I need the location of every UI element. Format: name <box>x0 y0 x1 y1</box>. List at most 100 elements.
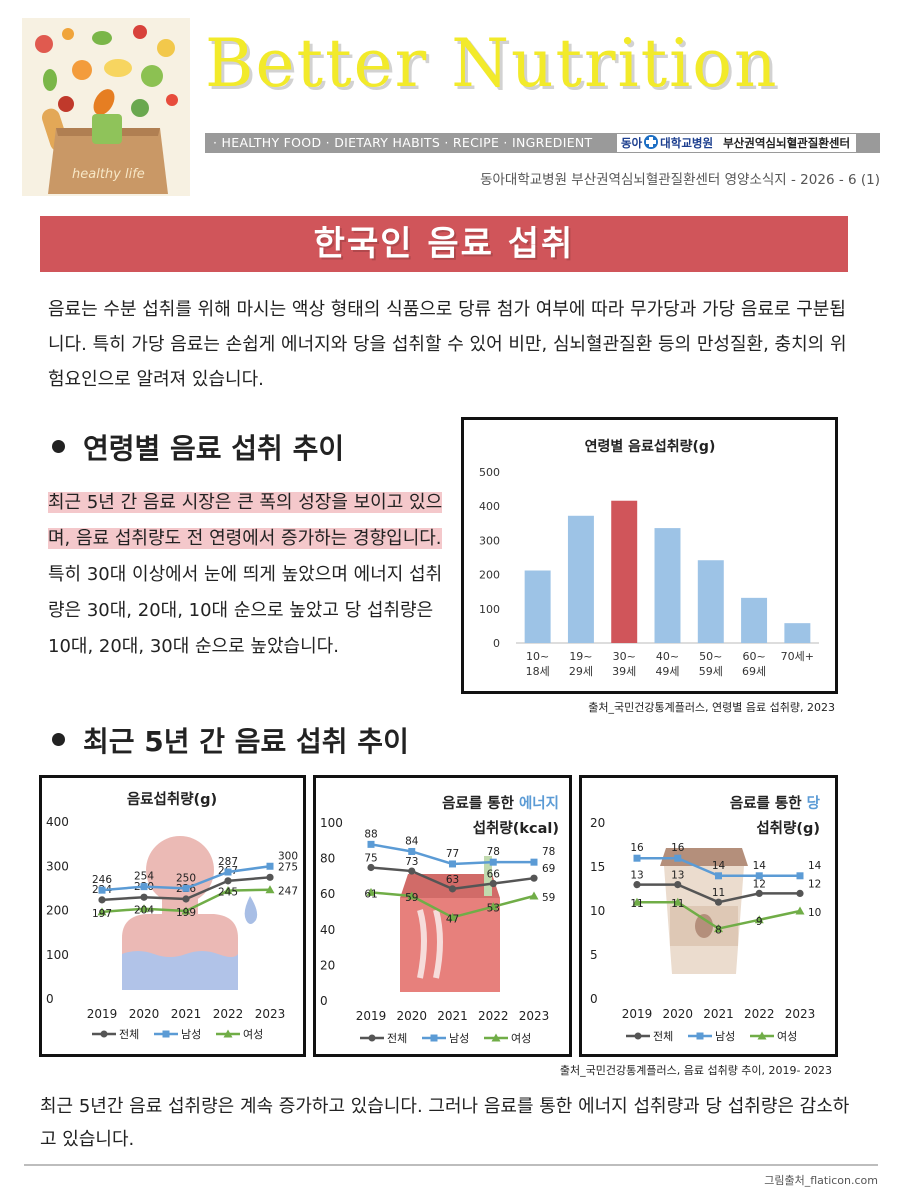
data-label: 78 <box>542 846 555 858</box>
data-label: 250 <box>176 872 196 884</box>
data-point <box>140 893 148 901</box>
data-label: 287 <box>218 856 238 868</box>
data-point <box>449 860 456 868</box>
y-tick-label: 500 <box>479 466 500 479</box>
chart-title-line: 섭취량(g) <box>756 819 820 837</box>
data-label: 16 <box>630 842 644 854</box>
section2-title: 최근 5년 간 음료 섭취 추이 <box>83 725 409 758</box>
chart-title-line: 음료를 통한 에너지 <box>442 795 559 812</box>
data-label: 8 <box>715 925 722 937</box>
data-label: 11 <box>712 887 725 899</box>
x-tick-label: 2020 <box>129 1007 160 1021</box>
y-tick-label: 0 <box>590 992 598 1006</box>
data-label: 14 <box>712 860 726 872</box>
section1-heading: 연령별 음료 섭취 추이 <box>52 427 344 467</box>
x-tick-label: 2022 <box>478 1009 509 1023</box>
bar <box>741 597 768 643</box>
data-label: 12 <box>753 878 766 890</box>
section1-body: 특히 30대 이상에서 눈에 띄게 높았으며 에너지 섭취량은 30대, 20대… <box>48 564 443 657</box>
data-point <box>448 885 457 893</box>
legend-marker <box>223 1029 233 1038</box>
data-label: 14 <box>753 860 767 872</box>
x-tick-label: 60~ <box>742 650 765 663</box>
x-tick-label: 19~ <box>569 650 592 663</box>
data-label: 246 <box>92 874 112 886</box>
section2-source: 출처_국민건강통계플러스, 음료 섭취량 추이, 2019- 2023 <box>559 1064 832 1077</box>
intake-chart-panel: 음료섭취량(g) 0 100 200 300 400 2019 2020 2021 2022 202… <box>39 775 306 1057</box>
intake-line-chart: 음료섭취량(g) 0 100 200 300 400 2019 2020 2021 2022 202… <box>46 790 298 1041</box>
title-banner: 한국인 음료 섭취 <box>40 216 848 272</box>
brand-title: Better Nutrition <box>205 25 779 102</box>
data-point <box>489 858 497 866</box>
data-label: 204 <box>134 905 154 917</box>
section1-title: 연령별 음료 섭취 추이 <box>83 432 345 465</box>
y-tick-label: 400 <box>479 500 500 513</box>
x-tick-label: 59세 <box>699 665 723 678</box>
x-tick-label: 2023 <box>785 1007 816 1021</box>
data-point <box>367 863 375 872</box>
data-point <box>796 872 804 880</box>
data-point <box>796 889 804 897</box>
data-point <box>182 895 190 903</box>
hospital-cross-icon <box>644 135 659 149</box>
data-label: 16 <box>671 842 685 854</box>
chart-title-line: 음료를 통한 당 <box>730 794 821 812</box>
y-tick-label: 100 <box>320 816 343 830</box>
legend-marker <box>430 1034 438 1042</box>
logo-org2: 대학교병원 <box>660 136 714 150</box>
data-point <box>181 906 191 915</box>
x-tick-label: 70세+ <box>781 650 814 663</box>
y-tick-label: 40 <box>320 923 335 937</box>
data-point <box>530 874 538 882</box>
age-bar-chart: 연령별 음료섭취량(g) 0 100 200 300 400 500 10~ 18세 19~ 29세… <box>479 438 819 678</box>
data-label: 275 <box>278 861 298 873</box>
data-label: 13 <box>671 870 684 882</box>
coffee-cup-illustration <box>660 848 748 974</box>
data-point <box>714 898 723 906</box>
energy-chart-panel: 음료를 통한 에너지 섭취량(kcal) 0 20 40 60 80 100 2019 2020 2… <box>313 775 572 1057</box>
x-tick-label: 30~ <box>613 650 636 663</box>
data-label: 245 <box>218 887 238 899</box>
data-point <box>182 884 190 892</box>
logo-org3: 부산권역심뇌혈관질환센터 <box>723 136 851 150</box>
x-tick-label: 29세 <box>569 665 593 678</box>
data-point <box>714 924 723 933</box>
data-label: 197 <box>92 908 112 920</box>
legend-label: 여성 <box>243 1028 263 1041</box>
data-point <box>266 862 274 870</box>
data-point <box>448 912 457 921</box>
y-tick-label: 80 <box>320 852 335 866</box>
data-point <box>754 915 764 924</box>
legend-label: 전체 <box>119 1028 139 1041</box>
x-tick-label: 2020 <box>662 1007 693 1021</box>
data-label: 63 <box>446 874 459 886</box>
data-label: 247 <box>278 886 298 898</box>
x-tick-label: 18세 <box>526 665 550 678</box>
data-point <box>140 883 148 891</box>
legend-marker <box>368 1034 376 1042</box>
hero-illustration: healthy life <box>22 18 190 196</box>
data-point <box>408 867 416 875</box>
x-tick-label: 2019 <box>356 1009 387 1023</box>
chart-title-text: 음료를 통한 <box>730 795 807 812</box>
x-tick-label: 2021 <box>703 1007 734 1021</box>
data-label: 77 <box>446 848 459 860</box>
x-tick-label: 39세 <box>612 665 636 678</box>
section2-heading: 최근 5년 간 음료 섭취 추이 <box>52 720 409 760</box>
data-point <box>224 868 232 876</box>
data-point <box>674 881 682 889</box>
x-tick-label: 40~ <box>656 650 679 663</box>
y-tick-label: 300 <box>479 534 500 547</box>
y-tick-label: 100 <box>46 948 69 962</box>
data-label: 69 <box>542 863 555 875</box>
x-tick-label: 10~ <box>526 650 549 663</box>
x-tick-label: 69세 <box>742 665 766 678</box>
chart-title: 연령별 음료섭취량(g) <box>585 438 716 455</box>
data-point <box>265 885 275 894</box>
data-label: 254 <box>134 871 154 883</box>
chart-title-line: 섭취량(kcal) <box>473 819 559 837</box>
x-tick-label: 2022 <box>744 1007 775 1021</box>
data-point <box>224 877 232 885</box>
y-tick-label: 60 <box>320 887 335 901</box>
